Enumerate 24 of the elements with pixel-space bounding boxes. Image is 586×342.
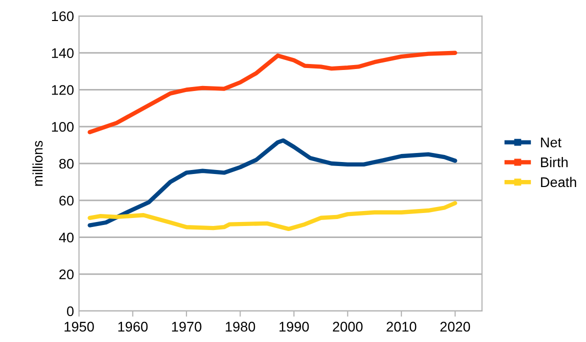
x-tick-label: 1990 xyxy=(280,322,309,332)
x-tick-label: 1960 xyxy=(118,322,148,332)
x-tick-label: 2010 xyxy=(386,322,416,332)
y-tick-label: 40 xyxy=(59,232,74,242)
x-tick-label: 1970 xyxy=(172,322,202,332)
line-series xyxy=(88,50,458,134)
x-tick-label: 1980 xyxy=(226,322,256,332)
line-series xyxy=(88,201,458,232)
y-tick-label: 140 xyxy=(52,48,74,58)
y-tick-label: 100 xyxy=(52,122,74,132)
x-tick-label: 2020 xyxy=(440,322,470,332)
y-tick-label: 60 xyxy=(59,196,74,206)
legend-label: Net xyxy=(541,138,562,148)
legend-label: Death xyxy=(541,176,576,188)
legend-label: Birth xyxy=(541,157,568,168)
line-series xyxy=(88,138,458,228)
y-tick-label: 80 xyxy=(59,158,74,169)
x-tick-label: 1950 xyxy=(64,322,94,332)
y-tick-label: 20 xyxy=(59,269,74,280)
x-tick-label: 2000 xyxy=(332,322,363,332)
y-tick-label: 160 xyxy=(52,11,74,22)
y-tick-label: 120 xyxy=(52,85,74,95)
y-tick-label: 0 xyxy=(66,306,74,316)
y-axis-title: millions xyxy=(32,140,43,186)
